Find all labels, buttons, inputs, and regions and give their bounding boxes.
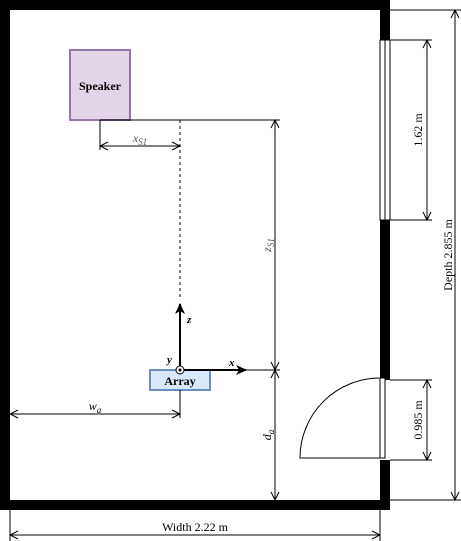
wall-top xyxy=(0,0,390,10)
speaker-box xyxy=(69,49,131,121)
dimension-da: da xyxy=(260,370,276,500)
wall-right-middle xyxy=(380,220,390,380)
dimension-window: 1.62 m xyxy=(390,40,432,220)
array-label: Array xyxy=(164,374,195,388)
svg-text:xS1: xS1 xyxy=(132,131,147,147)
door-swing-arc xyxy=(299,377,381,459)
coordinate-axes: z x y xyxy=(165,303,247,375)
xs1-sub: S1 xyxy=(138,137,147,147)
xs1-base: x xyxy=(132,131,139,145)
window xyxy=(379,39,391,221)
x-axis-label: x xyxy=(228,357,235,369)
speaker-label: Speaker xyxy=(79,79,122,93)
y-axis-label: y xyxy=(165,354,172,366)
room-walls xyxy=(0,0,390,510)
dimension-wa: wa xyxy=(10,399,180,415)
svg-text:zS1: zS1 xyxy=(260,238,276,253)
wa-sub: a xyxy=(97,405,102,415)
wall-bottom xyxy=(0,500,390,510)
dimension-xs1: xS1 xyxy=(100,131,180,147)
svg-text:da: da xyxy=(260,429,276,440)
da-base: d xyxy=(260,433,274,440)
speaker: Speaker xyxy=(69,49,131,121)
dimension-width: Width 2.22 m xyxy=(10,510,380,541)
window-dimension-label: 1.62 m xyxy=(411,113,425,147)
width-dimension-label: Width 2.22 m xyxy=(162,520,229,534)
zs1-base: z xyxy=(260,247,274,253)
dimension-zs1: zS1 xyxy=(260,120,276,370)
wall-right-lower xyxy=(380,460,390,510)
depth-dimension-label: Depth 2.855 m xyxy=(441,219,455,291)
z-axis-label: z xyxy=(186,314,192,326)
da-sub: a xyxy=(266,429,276,434)
dimension-door: 0.985 m xyxy=(390,380,432,460)
door xyxy=(299,377,386,459)
zs1-sub: S1 xyxy=(266,238,276,247)
wa-base: w xyxy=(89,399,97,413)
wall-right-upper xyxy=(380,0,390,40)
door-dimension-label: 0.985 m xyxy=(411,400,425,440)
dimension-depth: Depth 2.855 m xyxy=(390,10,461,500)
svg-text:wa: wa xyxy=(89,399,102,415)
wall-left xyxy=(0,0,10,510)
